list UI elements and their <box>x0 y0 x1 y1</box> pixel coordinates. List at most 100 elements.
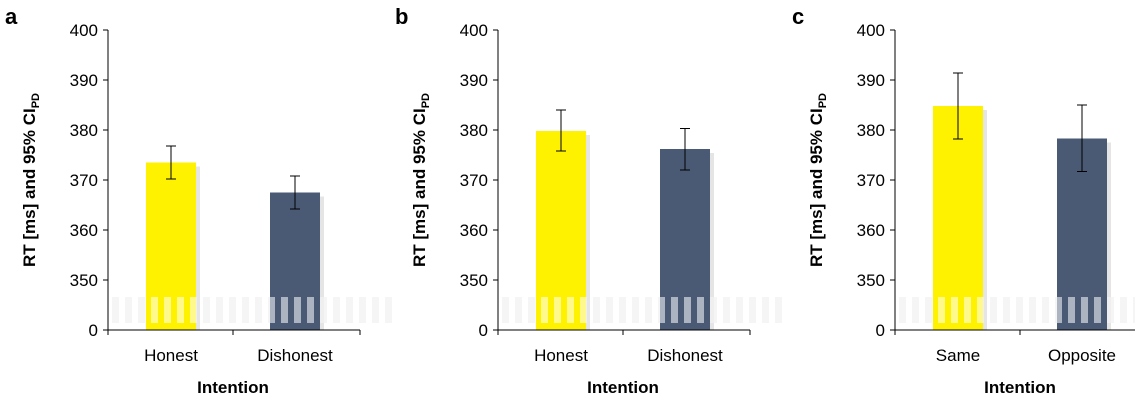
axis-break-stripe-overlay <box>1094 297 1101 323</box>
axis-break-overlay <box>899 297 1135 323</box>
axis-break-stripe-overlay <box>775 297 782 323</box>
axis-break-stripe-overlay <box>606 297 613 323</box>
axis-break-stripe-overlay <box>255 297 262 323</box>
x-category-label: Dishonest <box>257 346 333 365</box>
axis-break-stripe-overlay <box>580 297 587 323</box>
axis-break-stripe-overlay <box>268 297 275 323</box>
y-tick-label: 390 <box>460 71 488 90</box>
y-tick-label: 380 <box>70 121 98 140</box>
axis-break-stripe-overlay <box>515 297 522 323</box>
y-axis-title-main: RT [ms] and 95% CI <box>410 108 429 267</box>
x-category-label: Opposite <box>1048 346 1116 365</box>
axis-break-stripe-overlay <box>385 297 392 323</box>
axis-break-stripe-overlay <box>899 297 906 323</box>
y-tick-label: 400 <box>460 21 488 40</box>
axis-break-stripe-overlay <box>1120 297 1127 323</box>
x-category-label: Honest <box>534 346 588 365</box>
axis-break-stripe-overlay <box>502 297 509 323</box>
y-axis-title: RT [ms] and 95% CIPD <box>410 93 432 267</box>
axis-break-stripe-overlay <box>372 297 379 323</box>
error-bar <box>556 109 566 152</box>
axis-break-stripe-overlay <box>1081 297 1088 323</box>
axis-break-stripe-overlay <box>294 297 301 323</box>
axis-break-stripe-overlay <box>203 297 210 323</box>
y-tick-label: 380 <box>857 121 885 140</box>
axis-break-stripe-overlay <box>990 297 997 323</box>
y-tick-label: 400 <box>70 21 98 40</box>
axis-break-stripe-overlay <box>1107 297 1114 323</box>
axis-break-stripe-overlay <box>125 297 132 323</box>
y-tick-label: 390 <box>857 71 885 90</box>
y-axis-title-main: RT [ms] and 95% CI <box>807 108 826 267</box>
axis-break-stripe-overlay <box>541 297 548 323</box>
axis-break-stripe-overlay <box>346 297 353 323</box>
axis-break-stripe-overlay <box>1042 297 1049 323</box>
axis-break-stripe-overlay <box>229 297 236 323</box>
axis-break-stripe-overlay <box>1029 297 1036 323</box>
axis-break-stripe-overlay <box>977 297 984 323</box>
axis-break-stripe-overlay <box>190 297 197 323</box>
y-tick-label: 360 <box>460 221 488 240</box>
x-axis-title: Intention <box>587 378 659 397</box>
axis-break-stripe-overlay <box>151 297 158 323</box>
y-tick-label: 380 <box>460 121 488 140</box>
error-bar <box>953 72 963 140</box>
axis-break-stripe-overlay <box>1068 297 1075 323</box>
axis-break-stripe-overlay <box>762 297 769 323</box>
y-tick-label: 350 <box>460 271 488 290</box>
y-axis-title: RT [ms] and 95% CIPD <box>20 93 42 267</box>
bar-same <box>933 106 983 330</box>
axis-break-stripe-overlay <box>567 297 574 323</box>
panel-label: b <box>395 4 408 29</box>
y-axis-title-subscript: PD <box>30 93 42 108</box>
error-bar <box>166 145 176 180</box>
axis-break-stripe-overlay <box>216 297 223 323</box>
y-tick-label: 350 <box>70 271 98 290</box>
axis-break-stripe-overlay <box>723 297 730 323</box>
chart-panel-b: b 0 350 360 370 380 390 400 Honest Dishonest Inten… <box>395 4 782 397</box>
y-tick-label: 370 <box>857 171 885 190</box>
axis-break-stripe-overlay <box>307 297 314 323</box>
axis-break-stripe-overlay <box>964 297 971 323</box>
axis-break-overlay <box>112 297 392 323</box>
axis-break-stripe-overlay <box>632 297 639 323</box>
axis-break-stripe-overlay <box>554 297 561 323</box>
axis-break-stripe-overlay <box>749 297 756 323</box>
axis-break-stripe-overlay <box>333 297 340 323</box>
axis-break-stripe-overlay <box>593 297 600 323</box>
chart-panel-c: c 0 350 360 370 380 390 400 Same Opposite Intentio… <box>792 4 1135 397</box>
axis-break-stripe-overlay <box>671 297 678 323</box>
axis-break-stripe-overlay <box>658 297 665 323</box>
axis-break-stripe-overlay <box>112 297 119 323</box>
axis-break-stripe-overlay <box>684 297 691 323</box>
axis-break-stripe-overlay <box>619 297 626 323</box>
bar-honest <box>536 131 586 330</box>
y-axis-title-main: RT [ms] and 95% CI <box>20 108 39 267</box>
x-axis-title: Intention <box>197 378 269 397</box>
axis-break-overlay <box>502 297 782 323</box>
y-axis-title-subscript: PD <box>817 93 829 108</box>
y-tick-label: 350 <box>857 271 885 290</box>
y-tick-label: 370 <box>460 171 488 190</box>
chart-panel-a: a 0 350 360 370 380 390 400 Honest Dishonest Inten… <box>5 4 392 397</box>
axis-break-stripe-overlay <box>242 297 249 323</box>
axis-break-stripe-overlay <box>697 297 704 323</box>
axis-break-stripe-overlay <box>138 297 145 323</box>
y-tick-label: 370 <box>70 171 98 190</box>
x-category-label: Dishonest <box>647 346 723 365</box>
axis-break-stripe-overlay <box>925 297 932 323</box>
y-tick-label: 400 <box>857 21 885 40</box>
axis-break-stripe-overlay <box>359 297 366 323</box>
error-bar <box>290 175 300 210</box>
axis-break-stripe-overlay <box>951 297 958 323</box>
y-tick-label: 0 <box>479 321 488 340</box>
axis-break-stripe-overlay <box>938 297 945 323</box>
y-axis-title-subscript: PD <box>420 93 432 108</box>
axis-break-stripe-overlay <box>710 297 717 323</box>
axis-break-stripe-overlay <box>645 297 652 323</box>
y-tick-label: 360 <box>70 221 98 240</box>
axis-break-stripe-overlay <box>281 297 288 323</box>
axis-break-stripe-overlay <box>1133 297 1135 323</box>
y-tick-label: 0 <box>89 321 98 340</box>
